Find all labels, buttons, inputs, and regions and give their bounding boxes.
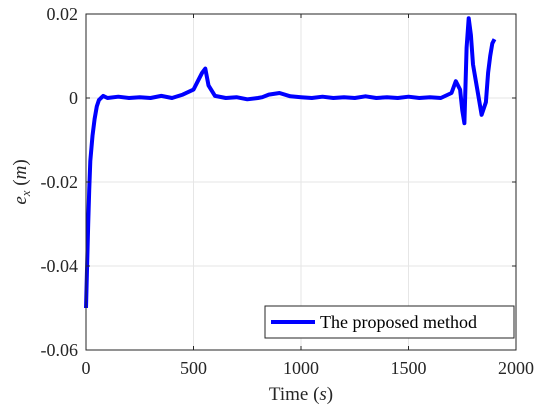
ticks [85,13,517,351]
x-tick-label: 1000 [283,358,319,378]
x-tick-label: 2000 [498,358,534,378]
legend: The proposed method [264,305,515,339]
y-axis-label: ex (m) [10,159,33,204]
series-layer [84,16,497,309]
y-tick-label: -0.06 [41,340,79,360]
legend-label: The proposed method [320,312,477,332]
y-tick-label: -0.02 [41,172,79,192]
x-tick-label: 1500 [391,358,427,378]
x-tick-label: 0 [82,358,91,378]
y-tick-label: 0.02 [47,4,79,24]
tick-labels: 0 500 1000 1500 2000 -0.06 -0.04 -0.02 0 0.02 [41,4,535,378]
x-tick-label: 500 [180,358,207,378]
y-tick-label: -0.04 [41,256,79,276]
series-line [84,16,497,309]
y-tick-label: 0 [69,88,78,108]
x-axis-label: Time (s) [269,384,333,405]
